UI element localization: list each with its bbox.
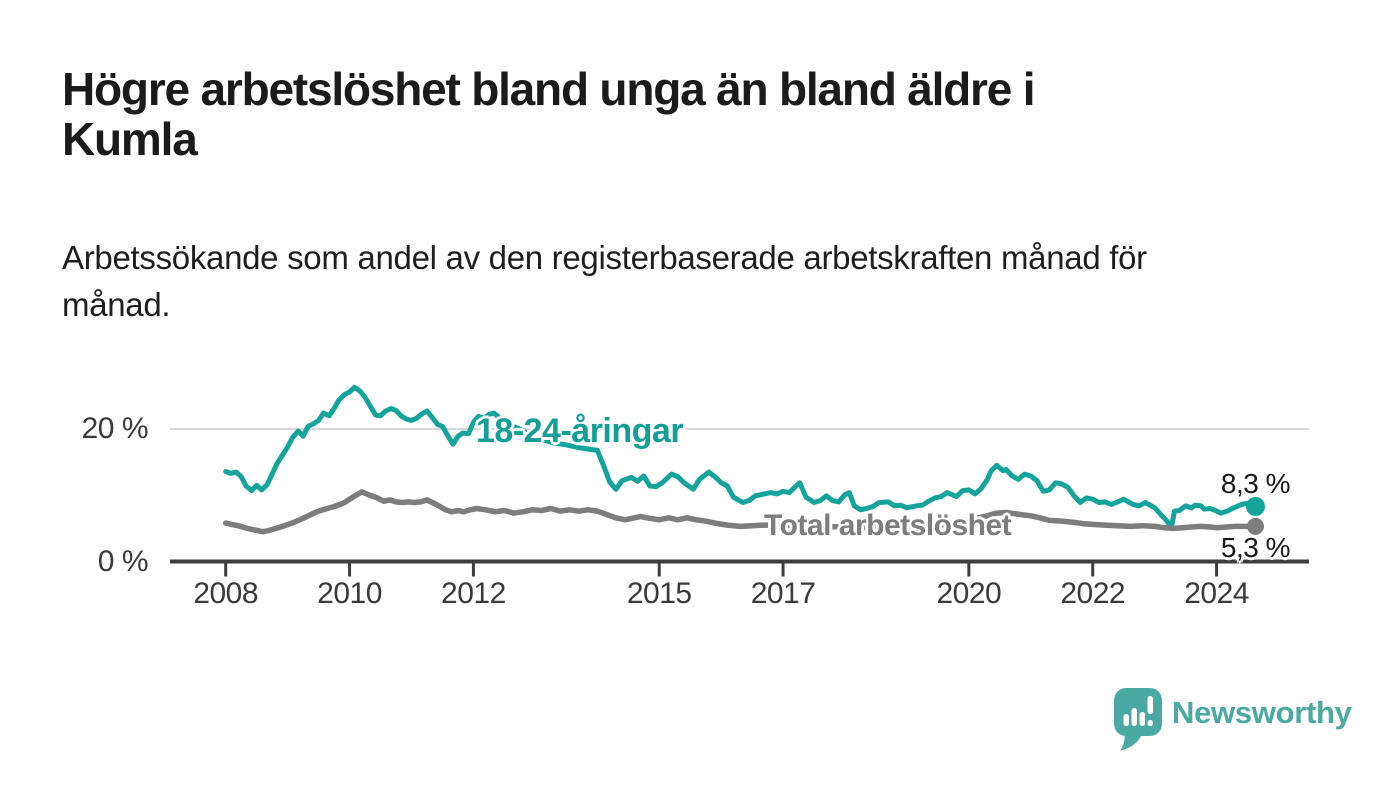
series-line-young xyxy=(223,384,1255,531)
x-axis-label-2020: 2020 xyxy=(936,577,1002,610)
newsworthy-logo-icon xyxy=(1114,687,1166,758)
x-axis-label-2015: 2015 xyxy=(626,577,692,610)
series-line-total xyxy=(222,489,1256,535)
y-axis-label-20: 20 % xyxy=(81,412,149,445)
end-value-label-young: 8,3 % xyxy=(1220,468,1291,499)
x-axis-label-2017: 2017 xyxy=(750,577,816,610)
x-axis-label-2010: 2010 xyxy=(317,577,382,610)
x-axis-label-2012: 2012 xyxy=(441,577,506,610)
end-dot-young xyxy=(1245,497,1265,517)
series-label-young: 18-24-åringar xyxy=(476,412,684,450)
newsworthy-logo-text: Newsworthy xyxy=(1172,695,1352,730)
x-axis-label-2024: 2024 xyxy=(1184,577,1249,610)
chart-subtitle-line-2: månad. xyxy=(62,286,171,323)
page-title-line-1: Högre arbetslöshet bland unga än bland ä… xyxy=(62,63,1036,115)
page-title: Högre arbetslöshet bland unga än bland ä… xyxy=(62,64,1262,164)
end-value-label-total: 5,3 % xyxy=(1220,532,1291,563)
page-title-line-2: Kumla xyxy=(62,113,198,165)
series-label-total: Total arbetslöshet xyxy=(764,509,1012,542)
end-dot-total xyxy=(1246,517,1264,535)
x-axis-label-2022: 2022 xyxy=(1060,577,1126,610)
newsworthy-logo: Newsworthy xyxy=(1114,687,1352,758)
chart-subtitle: Arbetssökande som andel av den registerb… xyxy=(62,234,1282,328)
x-axis-label-2008: 2008 xyxy=(193,577,259,610)
chart-subtitle-line-1: Arbetssökande som andel av den registerb… xyxy=(62,239,1147,276)
y-axis-label-0: 0 % xyxy=(97,545,149,578)
